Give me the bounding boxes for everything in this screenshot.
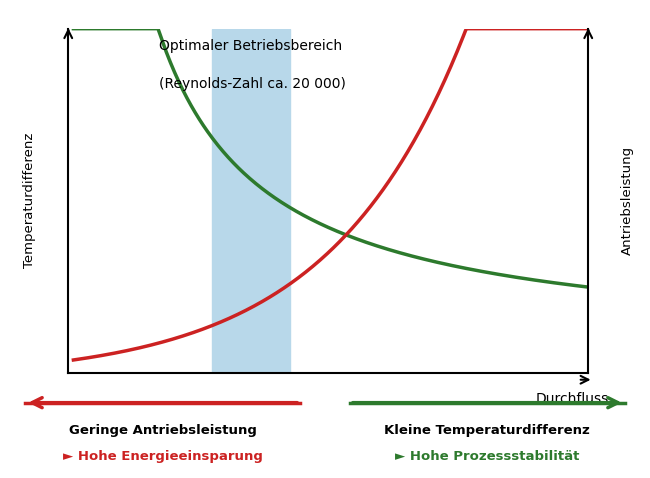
Text: Antriebsleistung: Antriebsleistung [621,146,634,255]
Text: Kleine Temperaturdifferenz: Kleine Temperaturdifferenz [384,424,590,437]
Text: Geringe Antriebsleistung: Geringe Antriebsleistung [69,424,257,437]
Text: (Reynolds-Zahl ca. 20 000): (Reynolds-Zahl ca. 20 000) [159,77,346,91]
Text: ► Hohe Energieeinsparung: ► Hohe Energieeinsparung [63,449,263,463]
Text: ► Hohe Prozessstabilität: ► Hohe Prozessstabilität [395,449,579,463]
Text: Optimaler Betriebsbereich: Optimaler Betriebsbereich [159,39,343,53]
Text: Temperaturdifferenz: Temperaturdifferenz [23,133,36,269]
Text: Durchfluss: Durchfluss [536,392,609,406]
Bar [213,29,290,373]
